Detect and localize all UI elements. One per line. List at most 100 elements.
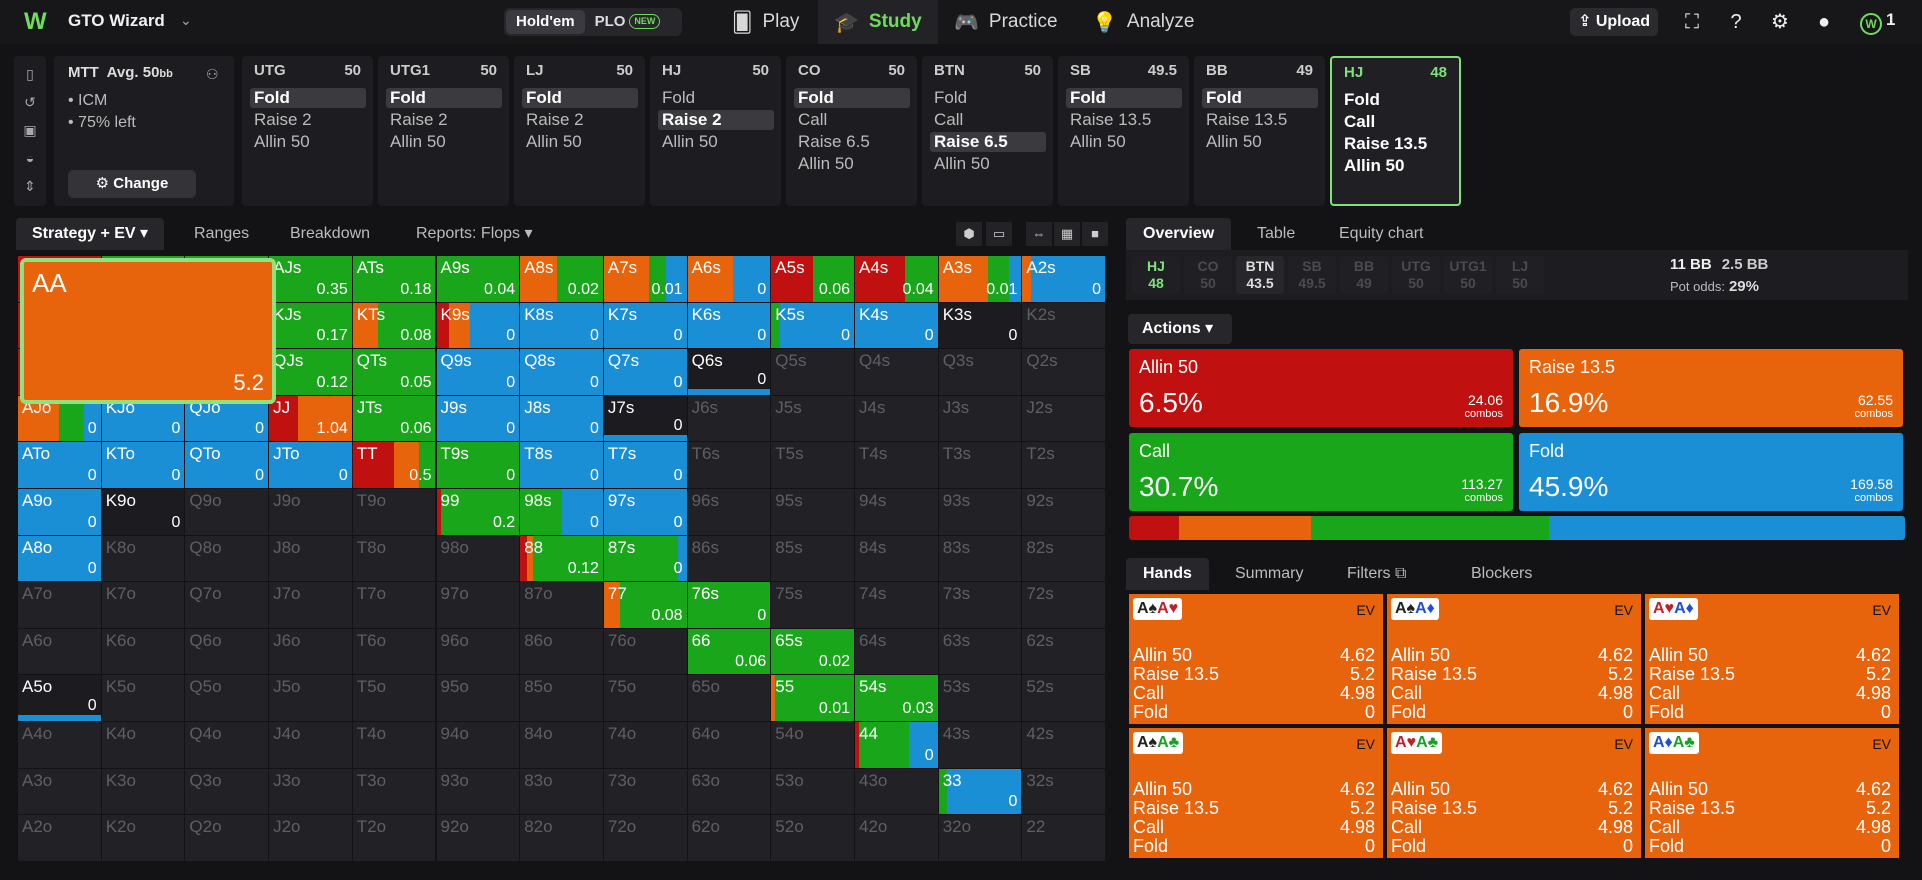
hand-cell[interactable]: T8o (352, 535, 437, 583)
hand-cell[interactable]: J8o (269, 535, 353, 583)
hand-cell[interactable]: 86s (687, 535, 772, 583)
help-icon[interactable]: ? (1730, 11, 1742, 33)
position-action[interactable]: Fold (1202, 88, 1318, 108)
hand-cell[interactable]: 76s 0 (687, 582, 772, 629)
hand-cell[interactable]: 88 0.12 (520, 535, 604, 583)
bookmark-icon[interactable]: ▯ (26, 66, 34, 82)
hand-cell[interactable]: 96o (436, 628, 521, 676)
hand-cell[interactable]: ATs 0.18 (352, 256, 437, 303)
hand-cell[interactable]: QJs 0.12 (269, 349, 353, 396)
hand-cell[interactable]: 75s (771, 582, 855, 629)
position-action[interactable]: Call (934, 110, 964, 129)
hand-cell[interactable]: T7s 0 (603, 442, 688, 489)
hand-cell[interactable]: 83o (520, 768, 604, 816)
hand-cell[interactable]: 66 0.06 (687, 628, 772, 676)
tab-filters[interactable]: Filters ⧉ (1330, 558, 1423, 590)
hand-cell[interactable]: JJ 1.04 (269, 395, 353, 443)
hand-cell[interactable]: K4o (101, 722, 186, 769)
hand-cell[interactable]: T5o (352, 675, 437, 722)
hand-cell[interactable]: 97s 0 (603, 489, 688, 536)
hand-cell[interactable]: J8s 0 (520, 395, 604, 443)
hand-cell[interactable]: 99 0.2 (436, 489, 521, 536)
tab-hands[interactable]: Hands (1126, 558, 1209, 590)
hand-cell[interactable]: 33 0 (938, 768, 1023, 816)
hand-cell[interactable]: 72s (1022, 582, 1107, 629)
hand-cell[interactable]: 74o (603, 722, 688, 769)
hand-cell[interactable]: 63s (938, 628, 1023, 676)
nav-play[interactable]: 🂠 Play (716, 0, 815, 44)
hand-cell[interactable]: K9s 0 (436, 302, 521, 350)
hand-cell[interactable]: T8s 0 (520, 442, 604, 489)
hand-cell[interactable]: J4s (855, 395, 939, 443)
hand-cell[interactable]: A4o (18, 722, 102, 769)
combo-card[interactable]: A♠A♣ EV Allin 50 4.62 Raise 13.5 5.2 Call 4.98 F… (1129, 728, 1385, 860)
hand-cell[interactable]: 85s (771, 535, 855, 583)
hand-cell[interactable]: AJs 0.35 (269, 256, 353, 303)
hand-cell[interactable]: 98s 0 (520, 489, 604, 536)
hand-cell[interactable]: 85o (520, 675, 604, 722)
hand-cell[interactable]: 55 0.01 (771, 675, 855, 722)
hand-cell[interactable]: T4o (352, 722, 437, 769)
hand-cell[interactable]: 75o (603, 675, 688, 722)
position-action[interactable]: Raise 2 (526, 110, 584, 129)
hand-cell[interactable]: A2o (18, 815, 102, 862)
hand-cell[interactable]: 53o (771, 768, 855, 816)
hand-cell[interactable]: K3s 0 (938, 302, 1023, 350)
hand-cell[interactable]: K5s 0 (771, 302, 855, 350)
hand-cell[interactable]: 73s (938, 582, 1023, 629)
hand-cell[interactable]: A7s 0.01 (603, 256, 688, 303)
hand-cell[interactable]: K7o (101, 582, 186, 629)
tab-overview[interactable]: Overview (1126, 218, 1232, 250)
position-action[interactable]: Allin 50 (254, 132, 310, 151)
position-action[interactable]: Raise 6.5 (930, 132, 1046, 152)
cube-icon[interactable]: ⬢ (956, 222, 982, 246)
hand-cell[interactable]: Q8o (185, 535, 270, 583)
grid-view-icon[interactable]: ▦ (1054, 222, 1080, 246)
hand-cell[interactable]: KTo 0 (101, 442, 186, 489)
hand-cell[interactable]: Q9s 0 (436, 349, 521, 396)
hand-cell[interactable]: Q2o (185, 815, 270, 862)
position-card-bb[interactable]: BB 49 Fold Raise 13.5 Allin 50 (1194, 56, 1325, 206)
hand-cell[interactable]: A3s 0.01 (938, 256, 1023, 303)
position-card-btn[interactable]: BTN 50 Fold Call Raise 6.5 Allin 50 (922, 56, 1053, 206)
hand-cell[interactable]: 42o (855, 815, 939, 862)
upload-button[interactable]: ⇪ Upload (1570, 8, 1658, 36)
tab-reports[interactable]: Reports: Flops ▾ (416, 225, 533, 242)
hand-cell[interactable]: 74s (855, 582, 939, 629)
seat-sb[interactable]: SB 49.5 (1288, 256, 1336, 294)
position-card-sb[interactable]: SB 49.5 Fold Raise 13.5 Allin 50 (1058, 56, 1189, 206)
hand-cell[interactable]: K2s (1022, 302, 1107, 350)
hand-cell[interactable]: 94s (855, 489, 939, 536)
hand-cell[interactable]: Q5s (771, 349, 855, 396)
hand-cell[interactable]: 82s (1022, 535, 1107, 583)
hand-cell[interactable]: 42s (1022, 722, 1107, 769)
hand-cell[interactable]: T3s (938, 442, 1023, 489)
tab-blockers[interactable]: Blockers (1471, 565, 1533, 582)
hand-cell[interactable]: 96s (687, 489, 772, 536)
position-action[interactable]: Raise 2 (390, 110, 448, 129)
save-icon[interactable]: ▣ (23, 122, 37, 138)
hand-cell[interactable]: 64o (687, 722, 772, 769)
hand-cell[interactable]: 43s (938, 722, 1023, 769)
tab-ranges[interactable]: Ranges (194, 225, 250, 242)
hand-cell[interactable]: K6o (101, 628, 186, 676)
seat-utg1[interactable]: UTG1 50 (1444, 256, 1492, 294)
hand-cell[interactable]: Q7s 0 (603, 349, 688, 396)
gear-icon[interactable]: ⚙ (1771, 11, 1789, 33)
hand-cell[interactable]: TT 0.5 (352, 442, 437, 489)
seat-utg[interactable]: UTG 50 (1392, 256, 1440, 294)
hand-cell[interactable]: J5o (269, 675, 353, 722)
action-box-allin[interactable]: Allin 50 6.5% 24.06 combos (1129, 349, 1513, 427)
hand-cell[interactable]: T3o (352, 768, 437, 816)
hand-cell[interactable]: A8s 0.02 (520, 256, 604, 303)
hand-cell[interactable]: K3o (101, 768, 186, 816)
action-box-fold[interactable]: Fold 45.9% 169.58 combos (1519, 433, 1903, 511)
hand-cell[interactable]: 93s (938, 489, 1023, 536)
hand-cell[interactable]: ATo 0 (18, 442, 102, 489)
tab-breakdown[interactable]: Breakdown (290, 225, 371, 242)
combo-card[interactable]: A♦A♣ EV Allin 50 4.62 Raise 13.5 5.2 Call 4.98 F… (1645, 728, 1901, 860)
chevron-down-icon[interactable]: ⌄ (180, 12, 192, 28)
hand-cell[interactable]: 82o (520, 815, 604, 862)
hand-cell[interactable]: A2s 0 (1022, 256, 1107, 303)
